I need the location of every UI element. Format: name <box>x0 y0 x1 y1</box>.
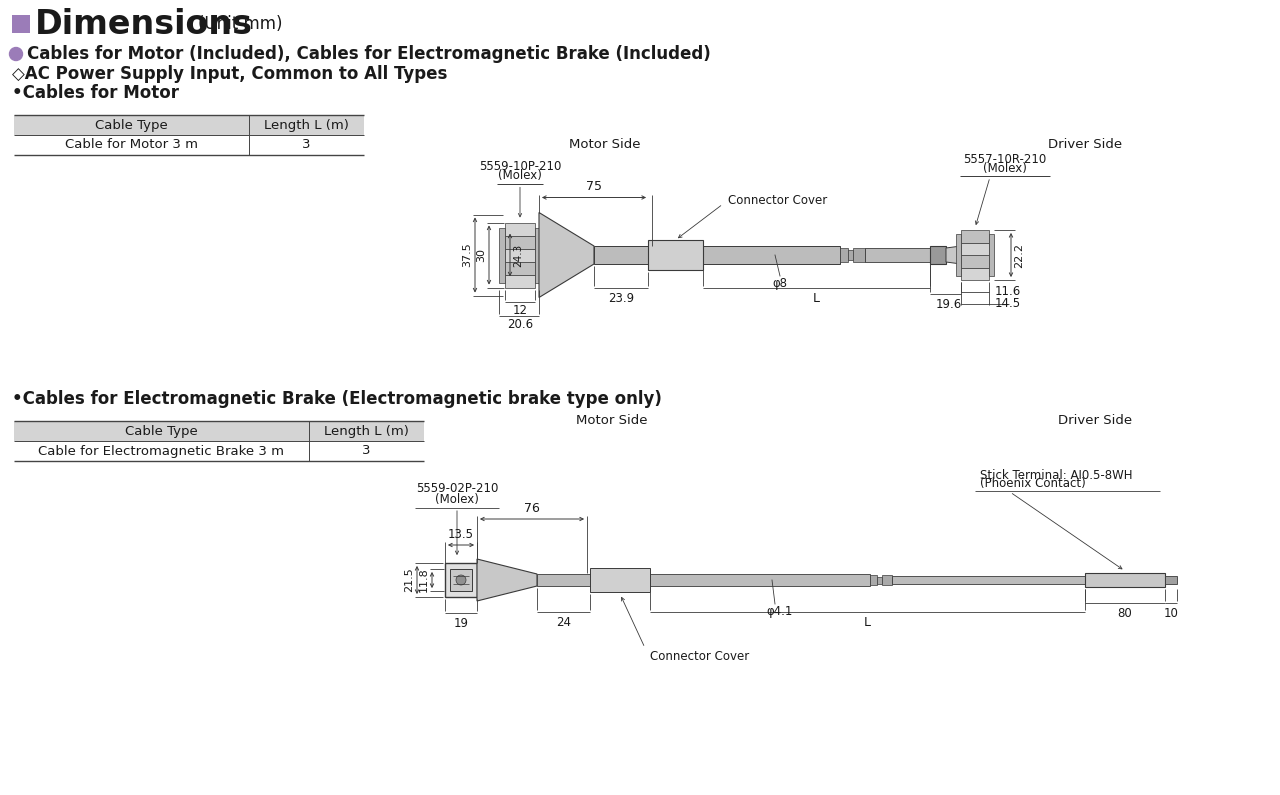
Text: 5559-02P-210: 5559-02P-210 <box>416 482 498 495</box>
Text: (Molex): (Molex) <box>435 493 479 506</box>
Text: ◇AC Power Supply Input, Common to All Types: ◇AC Power Supply Input, Common to All Ty… <box>12 65 448 83</box>
Bar <box>590 568 650 592</box>
Bar <box>12 15 29 33</box>
Bar <box>961 242 989 255</box>
Text: Dimensions: Dimensions <box>35 7 253 41</box>
Text: Connector Cover: Connector Cover <box>650 650 749 663</box>
Bar <box>961 230 989 242</box>
Text: Motor Side: Motor Side <box>570 138 641 152</box>
Bar <box>892 576 1085 584</box>
Text: Cable for Electromagnetic Brake 3 m: Cable for Electromagnetic Brake 3 m <box>38 444 284 457</box>
Text: Cable for Motor 3 m: Cable for Motor 3 m <box>65 138 198 152</box>
Text: Length L (m): Length L (m) <box>324 425 408 437</box>
Bar <box>870 575 877 585</box>
Bar <box>506 274 535 288</box>
Text: (Phoenix Contact): (Phoenix Contact) <box>980 477 1085 490</box>
Text: 5557-10R-210: 5557-10R-210 <box>964 153 1047 166</box>
Text: Motor Side: Motor Side <box>576 414 648 428</box>
Bar <box>506 235 535 249</box>
Bar <box>989 234 995 276</box>
Text: 24: 24 <box>556 616 571 629</box>
Text: 22.2: 22.2 <box>1014 242 1024 267</box>
Text: 19: 19 <box>453 617 468 630</box>
Polygon shape <box>946 246 961 264</box>
Text: 21.5: 21.5 <box>404 568 413 592</box>
Bar <box>1165 576 1178 584</box>
Text: (Molex): (Molex) <box>498 169 541 183</box>
Text: 11.8: 11.8 <box>419 568 429 592</box>
Text: φ4.1: φ4.1 <box>767 605 794 618</box>
Bar <box>499 227 506 282</box>
Text: 13.5: 13.5 <box>448 528 474 541</box>
Bar <box>849 250 852 260</box>
Text: •Cables for Motor: •Cables for Motor <box>12 84 179 102</box>
Polygon shape <box>539 212 594 297</box>
Bar <box>506 262 535 274</box>
Text: Cable Type: Cable Type <box>95 118 168 131</box>
Text: Driver Side: Driver Side <box>1059 414 1132 428</box>
Polygon shape <box>477 559 538 601</box>
Text: 11.6: 11.6 <box>995 285 1021 298</box>
Bar <box>961 255 989 267</box>
Text: (Unit mm): (Unit mm) <box>198 15 283 33</box>
Bar <box>882 575 892 585</box>
Text: Length L (m): Length L (m) <box>264 118 349 131</box>
Text: 14.5: 14.5 <box>995 297 1021 310</box>
Text: 37.5: 37.5 <box>462 242 472 267</box>
Text: 24.3: 24.3 <box>513 243 524 266</box>
Bar <box>506 249 535 262</box>
Text: 12: 12 <box>512 304 527 317</box>
Text: •Cables for Electromagnetic Brake (Electromagnetic brake type only): •Cables for Electromagnetic Brake (Elect… <box>12 390 662 408</box>
Bar <box>865 248 931 262</box>
Bar <box>877 576 882 584</box>
Text: L: L <box>813 292 820 305</box>
Text: 75: 75 <box>586 180 602 193</box>
Bar <box>956 234 961 276</box>
Text: (Molex): (Molex) <box>983 162 1027 175</box>
Bar <box>14 421 424 441</box>
Text: 20.6: 20.6 <box>507 319 532 332</box>
Text: L: L <box>864 616 870 629</box>
Bar <box>1085 573 1165 587</box>
Bar <box>506 223 535 235</box>
Text: 5559-10P-210: 5559-10P-210 <box>479 161 561 173</box>
Text: Stick Terminal: AI0.5-8WH: Stick Terminal: AI0.5-8WH <box>980 469 1133 482</box>
Text: 10: 10 <box>1164 607 1179 620</box>
Bar <box>840 248 849 262</box>
Text: Connector Cover: Connector Cover <box>728 193 827 207</box>
Bar <box>852 248 865 262</box>
Bar <box>648 240 703 270</box>
Bar <box>931 246 946 264</box>
Text: 80: 80 <box>1117 607 1133 620</box>
Text: Cable Type: Cable Type <box>125 425 198 437</box>
Text: 23.9: 23.9 <box>608 292 634 305</box>
Text: Cables for Motor (Included), Cables for Electromagnetic Brake (Included): Cables for Motor (Included), Cables for … <box>27 45 710 63</box>
Bar <box>535 227 539 282</box>
Text: 76: 76 <box>524 502 540 515</box>
Bar <box>451 569 472 591</box>
Text: 19.6: 19.6 <box>936 298 963 311</box>
Bar <box>594 246 840 264</box>
Text: 3: 3 <box>362 444 371 457</box>
Bar <box>14 115 364 135</box>
Text: 3: 3 <box>302 138 311 152</box>
Text: 30: 30 <box>476 248 486 262</box>
Circle shape <box>456 575 466 585</box>
Text: φ8: φ8 <box>773 277 787 290</box>
Bar <box>538 574 870 586</box>
Bar <box>445 563 477 597</box>
Bar <box>961 267 989 280</box>
Circle shape <box>9 48 23 60</box>
Text: Driver Side: Driver Side <box>1048 138 1123 152</box>
